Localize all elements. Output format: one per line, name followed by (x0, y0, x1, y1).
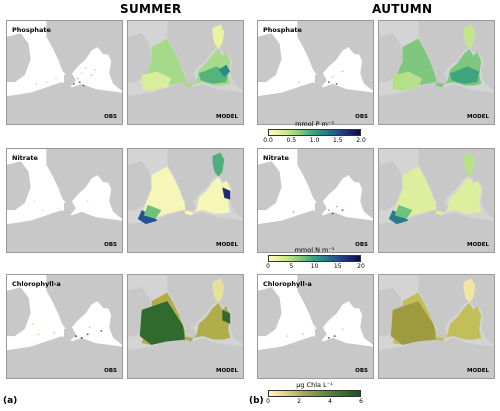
tick-label: 0 (266, 398, 270, 405)
tick-label: 2.0 (356, 137, 366, 144)
model-tag: MODEL (216, 242, 238, 248)
summer-nitrate-model-map: MODEL (127, 148, 244, 253)
tick-label: 1.5 (332, 137, 343, 144)
autumn-chlorophyll-obs-map: Chlorophyll-a OBS (257, 274, 374, 379)
obs-tag: OBS (104, 114, 117, 120)
tick-label: 10 (310, 263, 319, 270)
model-tag: MODEL (467, 242, 489, 248)
model-tag: MODEL (467, 114, 489, 120)
autumn-nitrate-model-map: MODEL (378, 148, 495, 253)
phosphate-colorbar (268, 129, 361, 136)
subfigure-label-a: (a) (3, 396, 18, 406)
summer-chlorophyll-obs-map: Chlorophyll-a OBS (6, 274, 123, 379)
autumn-nitrate-obs-map: Nitrate OBS (257, 148, 374, 253)
tick-label: 0.0 (263, 137, 273, 144)
phosphate-colorbar-ticks: 0.0 0.5 1.0 1.5 2.0 (263, 137, 366, 145)
obs-tag: OBS (355, 368, 368, 374)
nitrate-colorbar (268, 255, 361, 262)
chlorophyll-colorbar-ticks: 0 2 4 6 (266, 398, 363, 406)
tick-label: 4 (328, 398, 332, 405)
autumn-chlorophyll-model-map: MODEL (378, 274, 495, 379)
chlorophyll-colorbar-unit: µg Chla L⁻¹ (296, 381, 333, 389)
autumn-phosphate-obs-map: Phosphate OBS (257, 20, 374, 125)
variable-label: Phosphate (263, 26, 302, 34)
nitrate-colorbar-unit: mmol N m⁻³ (294, 246, 335, 254)
tick-label: 15 (333, 263, 342, 270)
obs-tag: OBS (355, 242, 368, 248)
summer-title: SUMMER (120, 2, 182, 16)
autumn-title: AUTUMN (372, 2, 433, 16)
tick-label: 20 (357, 263, 365, 270)
variable-label: Phosphate (12, 26, 51, 34)
obs-tag: OBS (355, 114, 368, 120)
tick-label: 2 (297, 398, 301, 405)
tick-label: 0.5 (286, 137, 297, 144)
model-tag: MODEL (467, 368, 489, 374)
model-tag: MODEL (216, 368, 238, 374)
chlorophyll-colorbar (268, 390, 361, 397)
obs-tag: OBS (104, 368, 117, 374)
summer-chlorophyll-model-map: MODEL (127, 274, 244, 379)
tick-label: 6 (359, 398, 363, 405)
tick-label: 5 (289, 263, 294, 270)
variable-label: Chlorophyll-a (263, 280, 312, 288)
variable-label: Nitrate (263, 154, 289, 162)
summer-phosphate-model-map: MODEL (127, 20, 244, 125)
variable-label: Chlorophyll-a (12, 280, 61, 288)
summer-nitrate-obs-map: Nitrate OBS (6, 148, 123, 253)
phosphate-colorbar-unit: mmol P m⁻³ (295, 120, 334, 128)
subfigure-label-b: (b) (249, 396, 264, 406)
model-tag: MODEL (216, 114, 238, 120)
summer-phosphate-obs-map: Phosphate OBS (6, 20, 123, 125)
tick-label: 0 (266, 263, 270, 270)
variable-label: Nitrate (12, 154, 38, 162)
nitrate-colorbar-ticks: 0 5 10 15 20 (266, 263, 365, 271)
autumn-phosphate-model-map: MODEL (378, 20, 495, 125)
tick-label: 1.0 (309, 137, 320, 144)
obs-tag: OBS (104, 242, 117, 248)
